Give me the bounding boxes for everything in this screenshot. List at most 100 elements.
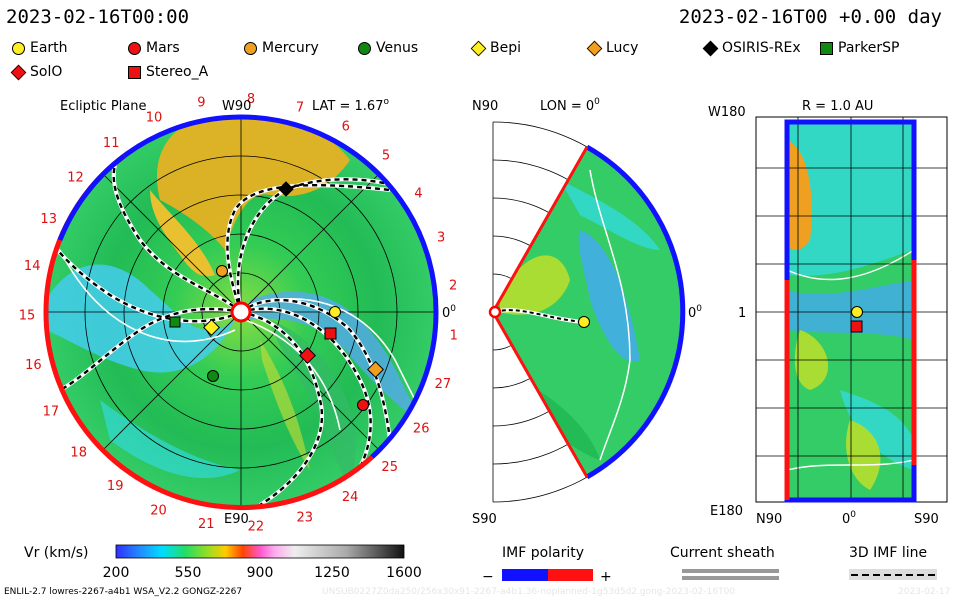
fieldline-title: 3D IMF line [849,545,927,561]
footer-middle: UNSUB0227Z0da250/256x30x91-2267-a4b1.36-… [322,587,736,597]
ecliptic-title: Ecliptic Plane [60,99,146,114]
colorbar: Vr (km/s) 200 550 900 1250 1600 [24,544,422,581]
colorbar-tick-1250: 1250 [314,565,350,581]
sector-label-25: 25 [381,460,398,475]
sector-label-14: 14 [24,259,41,274]
legend-label: Mercury [262,40,319,56]
legend-label: Earth [30,40,68,56]
sector-label-20: 20 [150,504,167,519]
e180-label: E180 [710,504,743,519]
imf-positive-swatch [548,569,593,581]
colorbar-tick-200: 200 [103,565,130,581]
sector-label-1: 1 [450,328,458,343]
w90-label: W90 [222,99,251,114]
sector-label-22: 22 [248,520,265,535]
sector-label-12: 12 [67,170,84,185]
footer-right: 2023-02-17 [898,587,951,597]
sector-label-7: 7 [296,100,304,115]
stereo-a-marker [324,327,337,340]
legend-item-mercury: Mercury [244,40,319,56]
square-icon [820,41,833,55]
radial-stereo-a-marker [850,320,863,333]
sun-marker [230,301,252,323]
legend-label: SolO [30,64,63,80]
legend-item-parkersp: ParkerSP [820,40,899,56]
current-sheath-legend: Current sheath [670,545,779,580]
sector-label-19: 19 [107,479,124,494]
imf-negative-swatch [502,569,548,581]
e90-label: E90 [224,512,249,527]
footer-left: ENLIL-2.7 lowres-2267-a4b1 WSA_V2.2 GONG… [4,587,243,597]
imf-plus: + [600,569,612,585]
bepi-marker [203,319,220,336]
mars-marker [357,399,369,411]
venus-marker [207,370,219,382]
n90-label: N90 [472,99,498,114]
ecliptic-zero-label: 00 [442,304,456,321]
sector-label-15: 15 [19,309,36,324]
sector-label-6: 6 [342,119,350,134]
solo-marker [299,347,316,364]
legend-label: OSIRIS-REx [722,40,801,56]
sector-label-10: 10 [146,111,163,126]
sector-label-17: 17 [43,404,60,419]
earth-marker [329,306,341,318]
parkersp-marker [169,316,181,328]
imf-polarity-legend: IMF polarity − + [482,545,612,585]
circle-icon [244,41,257,55]
meridional-zero-label: 00 [688,304,702,321]
meridional-earth-marker [578,316,590,328]
sector-label-24: 24 [342,490,359,505]
sector-label-2: 2 [449,279,457,294]
sector-label-13: 13 [40,212,57,227]
legend-label: Lucy [606,40,639,56]
legend-label: Venus [376,40,419,56]
legend-label: Mars [146,40,180,56]
radial-n90-label: N90 [756,512,782,527]
meridional-panel: N90 LON = 00 S90 00 [472,97,702,527]
sector-label-23: 23 [297,510,314,525]
square-icon [128,65,141,79]
imf-line-legend: 3D IMF line [849,545,937,580]
imf-title: IMF polarity [502,545,584,561]
circle-icon [12,41,25,55]
colorbar-label: Vr (km/s) [24,545,88,561]
colorbar-tick-900: 900 [247,565,274,581]
sheath-title: Current sheath [670,545,775,561]
sector-label-26: 26 [413,422,430,437]
lucy-marker [367,361,384,378]
mercury-marker [216,265,228,277]
radial-s90-label: S90 [914,512,939,527]
colorbar-tick-550: 550 [175,565,202,581]
sector-label-8: 8 [247,92,255,107]
sector-label-16: 16 [25,358,42,373]
sector-label-21: 21 [198,517,215,532]
legend-item-osiris-rex: OSIRIS-REx [702,40,801,56]
legend-item-solo: SolO [10,64,63,80]
radial-mid-label: 1 [738,306,746,321]
legend-item-lucy: Lucy [586,40,639,56]
osiris-rex-marker [278,181,294,197]
w180-label: W180 [708,105,746,120]
radius-label: R = 1.0 AU [802,99,873,114]
sector-label-4: 4 [414,186,422,201]
header-right-time: 2023-02-16T00 +0.00 day [678,6,942,28]
sector-label-5: 5 [382,149,390,164]
colorbar-tick-1600: 1600 [386,565,422,581]
lon-label: LON = 00 [540,97,600,114]
circle-icon [128,41,141,55]
sector-label-11: 11 [103,136,120,151]
sector-label-27: 27 [435,377,452,392]
legend-item-mars: Mars [128,40,180,56]
imf-minus: − [482,569,494,585]
sector-label-18: 18 [70,446,87,461]
radial-earth-marker [851,306,863,318]
legend-label: Stereo_A [146,64,209,80]
legend-label: Bepi [490,40,521,56]
legend-item-earth: Earth [12,40,68,56]
sector-label-9: 9 [197,96,205,111]
header-left-time: 2023-02-16T00:00 [6,6,190,28]
